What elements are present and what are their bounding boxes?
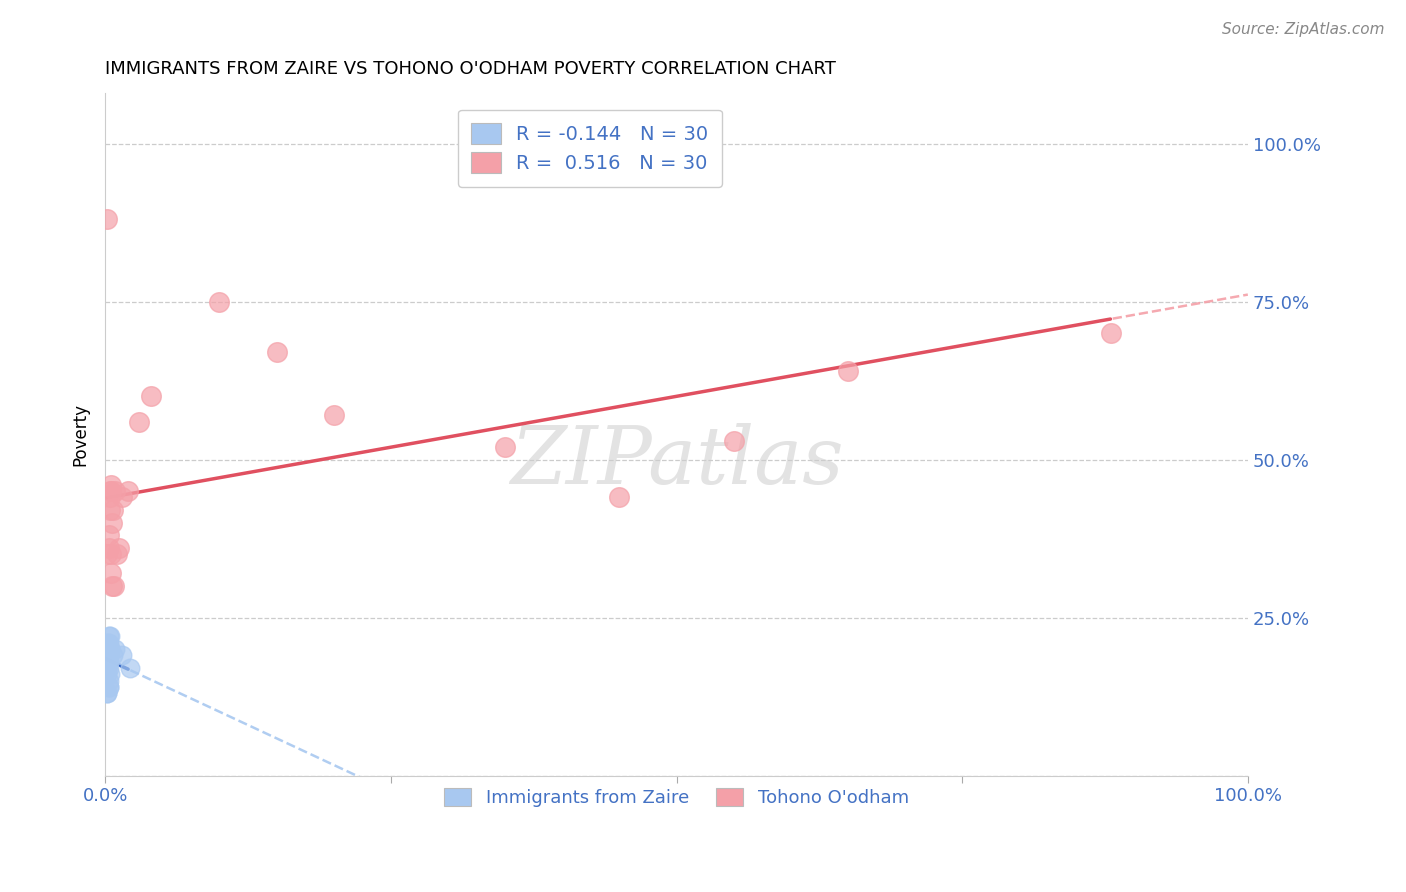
Text: Source: ZipAtlas.com: Source: ZipAtlas.com (1222, 22, 1385, 37)
Point (104, 484, 127, 499)
Point (96, 648, 118, 663)
Y-axis label: Poverty: Poverty (72, 403, 89, 466)
Point (1099, 326, 1122, 341)
Point (96, 648, 118, 663)
Point (101, 516, 124, 530)
Point (100, 566, 122, 581)
Point (104, 642, 127, 657)
Point (494, 440, 516, 454)
Point (98, 503, 121, 517)
Point (98, 667, 121, 681)
Point (97, 673, 120, 688)
Point (96, 686, 118, 700)
Point (266, 345, 288, 359)
Point (723, 434, 745, 448)
Point (97, 541, 120, 555)
Point (98, 484, 121, 499)
Point (100, 478, 122, 492)
Point (97, 636, 120, 650)
Point (103, 579, 125, 593)
Point (97, 648, 120, 663)
Point (837, 364, 859, 378)
Point (96, 212, 118, 227)
Point (111, 648, 134, 663)
Point (96, 661, 118, 675)
Point (97, 655, 120, 669)
Point (96, 636, 118, 650)
Point (98, 491, 121, 505)
Point (96, 655, 118, 669)
Point (100, 484, 122, 499)
Point (101, 579, 124, 593)
Point (128, 415, 150, 429)
Point (609, 491, 631, 505)
Text: ZIPatlas: ZIPatlas (510, 423, 844, 500)
Point (208, 294, 231, 309)
Legend: Immigrants from Zaire, Tohono O'odham: Immigrants from Zaire, Tohono O'odham (437, 780, 915, 814)
Point (97, 642, 120, 657)
Point (108, 541, 131, 555)
Point (96, 655, 118, 669)
Point (103, 503, 125, 517)
Point (96, 642, 118, 657)
Point (111, 491, 134, 505)
Point (98, 642, 121, 657)
Point (97, 528, 120, 542)
Point (98, 642, 121, 657)
Point (97, 680, 120, 694)
Point (100, 547, 122, 561)
Point (322, 409, 344, 423)
Point (97, 661, 120, 675)
Point (96, 686, 118, 700)
Point (120, 661, 142, 675)
Text: IMMIGRANTS FROM ZAIRE VS TOHONO O'ODHAM POVERTY CORRELATION CHART: IMMIGRANTS FROM ZAIRE VS TOHONO O'ODHAM … (105, 60, 837, 78)
Point (96, 667, 118, 681)
Point (96, 648, 118, 663)
Point (139, 389, 162, 403)
Point (97, 648, 120, 663)
Point (97, 680, 120, 694)
Point (98, 642, 121, 657)
Point (98, 630, 121, 644)
Point (97, 630, 120, 644)
Point (105, 547, 128, 561)
Point (117, 484, 139, 499)
Point (96, 547, 118, 561)
Point (103, 648, 125, 663)
